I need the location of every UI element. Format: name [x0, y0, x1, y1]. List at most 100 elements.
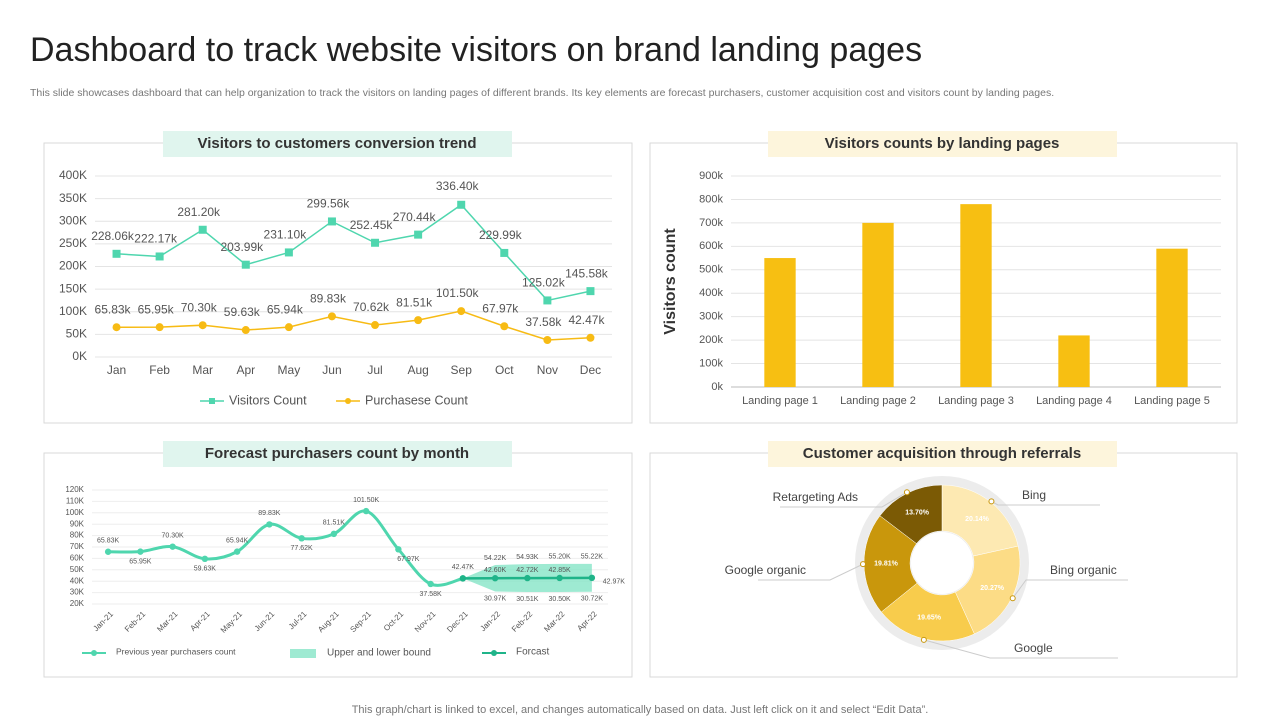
y-tick-label: 350K [59, 191, 87, 205]
title-pill [163, 441, 512, 467]
marker [500, 322, 509, 331]
x-tick-label: Aug [407, 363, 428, 377]
marker [459, 575, 467, 582]
x-tick-label: Apr [236, 363, 255, 377]
marker [155, 252, 164, 261]
data-label: 30.51K [516, 596, 539, 603]
data-label: 231.10k [264, 228, 308, 242]
footnote: This graph/chart is linked to excel, and… [352, 704, 929, 716]
chart-title: Visitors counts by landing pages [825, 135, 1060, 152]
marker [330, 530, 338, 538]
x-tick-label: May [278, 363, 301, 377]
marker [284, 248, 293, 257]
y-tick-label: 200K [59, 259, 87, 273]
y-tick-label: 300k [699, 311, 723, 323]
marker [201, 555, 209, 563]
marker [543, 296, 552, 305]
y-tick-label: 120K [65, 485, 84, 494]
marker [457, 200, 466, 209]
bar [764, 258, 796, 387]
legend-label: Visitors Count [229, 393, 307, 407]
y-tick-label: 50K [66, 327, 87, 341]
marker [233, 548, 241, 555]
marker [241, 260, 250, 269]
marker [362, 507, 370, 515]
data-label: 252.45k [350, 218, 394, 232]
y-tick-label: 110K [66, 497, 85, 506]
marker [198, 225, 207, 234]
y-tick-label: 90K [70, 519, 85, 528]
y-tick-label: 40K [70, 576, 85, 585]
y-tick-label: 100k [699, 357, 723, 369]
leader-line [758, 563, 864, 581]
title-pill [768, 441, 1117, 467]
marker [371, 238, 380, 247]
chart-title: Customer acquisition through referrals [803, 445, 1081, 462]
category-label: Bing [1022, 488, 1046, 502]
slice-label: 20.27% [980, 585, 1005, 592]
y-tick-label: 200k [699, 334, 723, 346]
data-label: 30.72K [581, 596, 604, 603]
legend-marker [345, 398, 351, 404]
data-label: 42.60K [484, 567, 507, 574]
category-label: Google organic [725, 563, 806, 577]
marker [298, 535, 305, 542]
category-label: Bing organic [1050, 563, 1117, 577]
title-pill [163, 131, 512, 157]
donut-hole [911, 532, 973, 594]
legend-marker [209, 398, 215, 404]
marker [327, 312, 336, 321]
y-tick-label: 30K [70, 588, 85, 597]
y-tick-label: 50K [70, 565, 85, 574]
marker [414, 230, 423, 239]
bar [1058, 335, 1090, 387]
data-label: 30.97K [484, 595, 507, 602]
bar [1156, 248, 1188, 387]
series-line [116, 310, 591, 341]
data-label: 65.95K [129, 558, 152, 565]
panel [43, 142, 633, 424]
slice-label: 19.65% [917, 614, 942, 621]
data-label: 37.58K [420, 591, 443, 598]
data-label: 125.02k [522, 276, 566, 290]
data-label: 37.58k [525, 315, 562, 329]
data-label: 281.20k [177, 205, 221, 219]
data-label: 65.83k [95, 302, 132, 316]
marker [112, 249, 121, 258]
x-tick-label: Jan [107, 363, 126, 377]
x-tick-label: Sep [451, 363, 473, 377]
x-tick-label: Nov [537, 363, 558, 377]
marker [586, 333, 595, 342]
data-label: 145.58k [565, 266, 609, 280]
data-label: 203.99k [220, 240, 264, 254]
donut-slice [863, 515, 918, 613]
x-tick-label: Dec [580, 363, 601, 377]
y-tick-label: 400K [59, 168, 87, 182]
leader-line [923, 639, 1118, 659]
x-tick-label: Jul [367, 363, 382, 377]
category-label: Retargeting Ads [773, 490, 858, 504]
x-tick-label: Landing page 3 [938, 395, 1014, 407]
leader-dot [988, 498, 995, 505]
bar [862, 222, 894, 387]
data-label: 101.50K [353, 497, 379, 504]
legend-swatch [290, 649, 316, 658]
donut-slice [954, 545, 1021, 635]
donut-slice [880, 582, 975, 642]
x-tick-label: Landing page 5 [1134, 395, 1210, 407]
title-pill [768, 131, 1117, 157]
x-tick-label: Mar [192, 363, 213, 377]
y-tick-label: 250K [59, 236, 87, 250]
marker [395, 546, 402, 553]
leader-dot [1009, 595, 1016, 602]
data-label: 54.93K [516, 554, 539, 561]
marker [371, 321, 380, 330]
x-tick-label: Oct [495, 363, 514, 377]
marker [586, 287, 595, 296]
y-tick-label: 400k [699, 287, 723, 299]
data-label: 222.17k [134, 232, 178, 246]
donut-slice [941, 484, 1019, 557]
data-label: 77.62K [291, 545, 314, 552]
y-tick-label: 700k [699, 217, 723, 229]
marker [327, 217, 336, 226]
